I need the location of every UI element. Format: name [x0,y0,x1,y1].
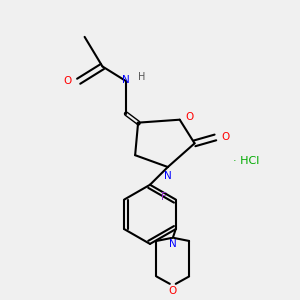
Text: N: N [122,75,130,85]
Text: · HCl: · HCl [233,156,260,166]
Text: O: O [186,112,194,122]
Text: O: O [63,76,71,86]
Text: O: O [221,132,230,142]
Text: N: N [169,239,177,250]
Text: N: N [164,172,172,182]
Text: F: F [161,192,167,202]
Text: H: H [138,72,146,82]
Text: O: O [169,286,177,296]
